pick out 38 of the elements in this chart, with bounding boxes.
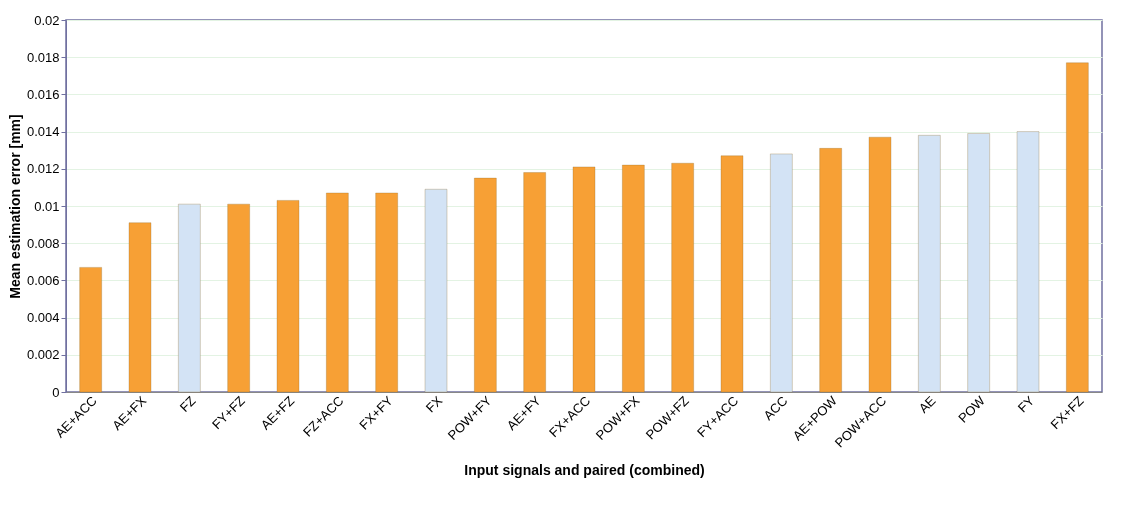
y-tick-label: 0.008 [26, 235, 60, 251]
bar [227, 203, 250, 393]
bar [770, 153, 793, 393]
y-tick-label: 0.012 [26, 161, 60, 177]
y-axis-title: Mean estimation error [mm] [6, 114, 23, 299]
bar [474, 177, 497, 393]
y-tick-label: 0.018 [26, 49, 60, 65]
x-tick-label: FX [422, 392, 446, 416]
x-tick-label: FZ [176, 393, 199, 415]
y-tick-label: 0.014 [26, 124, 60, 140]
bar [79, 267, 102, 393]
bar [424, 189, 448, 393]
x-tick-label: AE [915, 392, 939, 416]
bar [326, 192, 349, 393]
bar [1016, 131, 1040, 393]
y-tick-label: 0.006 [26, 272, 60, 288]
y-tick-label: 0 [52, 384, 60, 400]
y-tick-label: 0.01 [34, 198, 60, 214]
y-tick-label: 0.004 [26, 310, 60, 326]
bar [375, 192, 398, 393]
x-axis-title: Input signals and paired (combined) [464, 462, 705, 479]
bar [1066, 62, 1089, 393]
bar [523, 172, 546, 393]
bar [572, 166, 596, 393]
bar [671, 163, 694, 393]
y-tick-label: 0.002 [26, 347, 60, 363]
bar [868, 137, 892, 393]
x-tick-label: FY [1014, 392, 1038, 416]
bar [967, 133, 990, 393]
bar [128, 222, 152, 393]
bar [622, 164, 645, 393]
bar [178, 203, 201, 393]
bar [276, 200, 300, 393]
y-tick-label: 0.016 [26, 86, 60, 102]
y-tick-label: 0.02 [34, 12, 60, 28]
bar [819, 148, 842, 393]
bar [720, 155, 744, 393]
bar [918, 135, 941, 393]
